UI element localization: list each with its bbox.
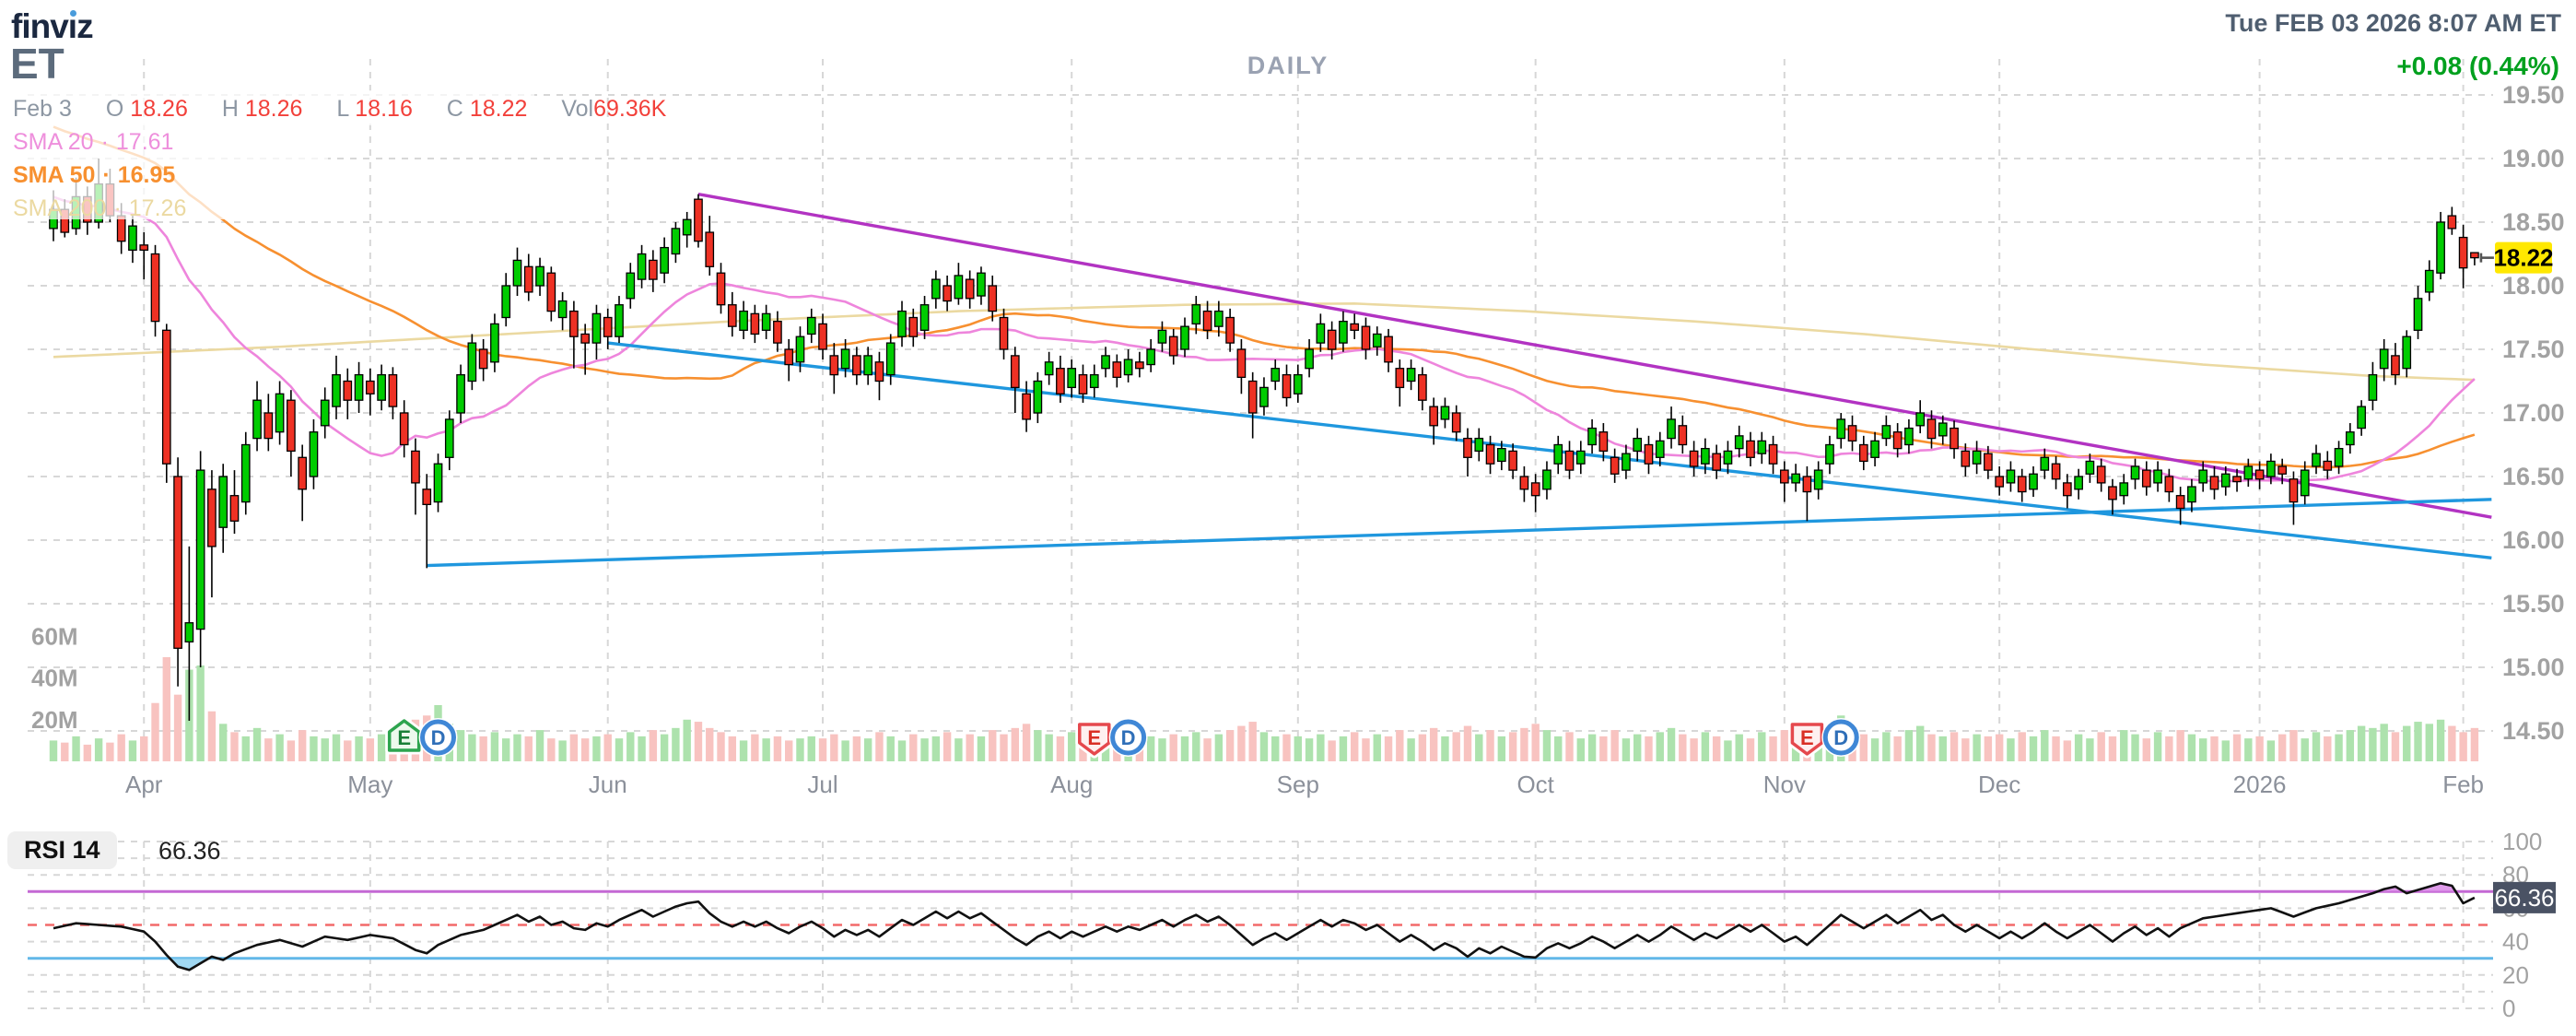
svg-text:Sep: Sep <box>1277 771 1319 798</box>
svg-text:19.50: 19.50 <box>2502 81 2565 109</box>
svg-text:Dec: Dec <box>1978 771 2020 798</box>
logo-i: ı <box>67 7 77 45</box>
svg-text:Aug: Aug <box>1050 771 1093 798</box>
dividend-marker: D <box>1121 726 1136 749</box>
svg-text:19.00: 19.00 <box>2502 145 2565 172</box>
dividend-marker: D <box>431 726 446 749</box>
svg-text:17.50: 17.50 <box>2502 336 2565 363</box>
earnings-marker: E <box>397 726 411 749</box>
svg-text:20: 20 <box>2502 961 2529 989</box>
svg-text:0: 0 <box>2502 995 2515 1022</box>
sma50-legend: SMA 50 · 16.95 <box>13 162 176 188</box>
ohlc-row: Feb 3 O 18.26 H 18.26 L 18.16 C 18.22 Vo… <box>13 96 694 123</box>
ohlc-volume: Vol69.36K <box>561 96 667 122</box>
svg-text:Oct: Oct <box>1516 771 1554 798</box>
svg-text:2026: 2026 <box>2233 771 2287 798</box>
axis-labels-layer: 19.50 19.00 18.50 18.00 17.50 17.00 16.50 16.00… <box>31 81 2565 1022</box>
last-price-badge: 18.22 <box>2493 244 2553 272</box>
svg-text:40: 40 <box>2502 928 2529 956</box>
svg-text:Jul: Jul <box>807 771 837 798</box>
rsi-layer <box>28 881 2493 971</box>
svg-text:15.00: 15.00 <box>2502 653 2565 681</box>
earnings-marker: E <box>1087 726 1101 749</box>
finviz-logo: finvı z <box>11 7 94 46</box>
grid-layer <box>28 59 2493 1009</box>
price-change-label: +0.08 (0.44%) <box>2396 52 2559 80</box>
sma20-legend: SMA 20 · 17.61 <box>13 129 174 155</box>
timeframe-label: DAILY <box>1247 52 1329 79</box>
legend-fade <box>0 90 534 219</box>
svg-text:14.50: 14.50 <box>2502 717 2565 745</box>
svg-text:Nov: Nov <box>1763 771 1806 798</box>
svg-text:20M: 20M <box>31 706 78 734</box>
svg-text:17.00: 17.00 <box>2502 399 2565 427</box>
candles-layer <box>49 159 2479 721</box>
ohlc-high: H 18.26 <box>221 96 303 122</box>
svg-text:May: May <box>347 771 392 798</box>
svg-text:18.50: 18.50 <box>2502 208 2565 236</box>
ohlc-open: O 18.26 <box>105 96 188 122</box>
ohlc-date: Feb 3 <box>13 96 72 122</box>
svg-text:100: 100 <box>2502 828 2542 855</box>
svg-text:Jun: Jun <box>589 771 627 798</box>
rsi-indicator-label: RSI 14 <box>7 831 117 869</box>
svg-text:18.00: 18.00 <box>2502 272 2565 300</box>
svg-text:40M: 40M <box>31 665 78 692</box>
svg-text:60M: 60M <box>31 622 78 650</box>
sma200-legend: SMA 200 · 17.26 <box>13 195 187 221</box>
svg-text:15.50: 15.50 <box>2502 590 2565 618</box>
logo-text: finv <box>11 7 69 45</box>
rsi-value-badge: 66.36 <box>2494 884 2554 912</box>
svg-text:16.50: 16.50 <box>2502 463 2565 490</box>
svg-text:Feb: Feb <box>2442 771 2484 798</box>
ticker-symbol: ET <box>10 40 64 88</box>
sma-layer <box>53 125 2476 483</box>
last-price-marker <box>2479 253 2494 263</box>
ohlc-close: C 18.22 <box>446 96 528 122</box>
svg-text:16.00: 16.00 <box>2502 526 2565 554</box>
dividend-marker: D <box>1833 726 1848 749</box>
ohlc-low: L 18.16 <box>336 96 413 122</box>
rsi-current-value: 66.36 <box>158 837 221 865</box>
logo-dot-icon <box>69 10 76 17</box>
logo-text-end: z <box>76 7 93 45</box>
svg-text:Apr: Apr <box>125 771 163 798</box>
trendlines-layer <box>427 192 2492 568</box>
earnings-marker: E <box>1800 726 1814 749</box>
datetime-label: Tue FEB 03 2026 8:07 AM ET <box>2225 9 2561 37</box>
badges-layer: 18.22 66.36 <box>2493 241 2556 913</box>
